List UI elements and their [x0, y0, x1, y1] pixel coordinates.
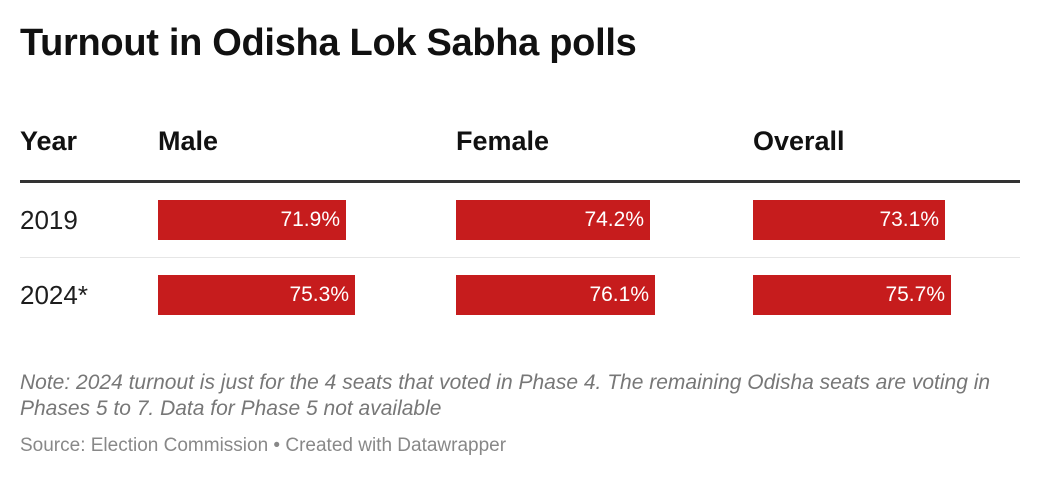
bar-2024-female: 76.1% [456, 275, 655, 315]
bar-cell: 74.2% [456, 200, 718, 240]
table-header: Year Male Female Overall [20, 118, 1020, 183]
bar-cell: 73.1% [753, 200, 1015, 240]
column-header-year: Year [20, 126, 78, 156]
column-header-male: Male [158, 126, 219, 156]
bar-cell: 71.9% [158, 200, 420, 240]
source-credit: Source: Election Commission • Created wi… [20, 435, 507, 456]
footnote: Note: 2024 turnout is just for the 4 sea… [20, 371, 991, 420]
bar-value-label: 76.1% [589, 283, 649, 306]
row-year-label: 2024* [20, 280, 88, 310]
chart-title: Turnout in Odisha Lok Sabha polls [20, 22, 637, 64]
bar-2019-male: 71.9% [158, 200, 346, 240]
row-year-label: 2019 [20, 205, 78, 235]
column-header-female: Female [456, 126, 550, 156]
turnout-table: Year Male Female Overall 2019 71.9% 74.2… [20, 118, 1020, 332]
bar-value-label: 73.1% [879, 208, 939, 231]
bar-value-label: 75.7% [885, 283, 945, 306]
table-row-2019: 2019 71.9% 74.2% 73.1% [20, 183, 1020, 258]
bar-value-label: 71.9% [280, 208, 340, 231]
bar-cell: 75.3% [158, 275, 420, 315]
bar-cell: 75.7% [753, 275, 1015, 315]
bar-value-label: 75.3% [289, 283, 349, 306]
bar-cell: 76.1% [456, 275, 718, 315]
bar-2024-male: 75.3% [158, 275, 355, 315]
bar-2019-female: 74.2% [456, 200, 650, 240]
column-header-overall: Overall [753, 126, 845, 156]
table-row-2024: 2024* 75.3% 76.1% 75.7% [20, 258, 1020, 332]
bar-2024-overall: 75.7% [753, 275, 951, 315]
bar-value-label: 74.2% [584, 208, 644, 231]
bar-2019-overall: 73.1% [753, 200, 945, 240]
